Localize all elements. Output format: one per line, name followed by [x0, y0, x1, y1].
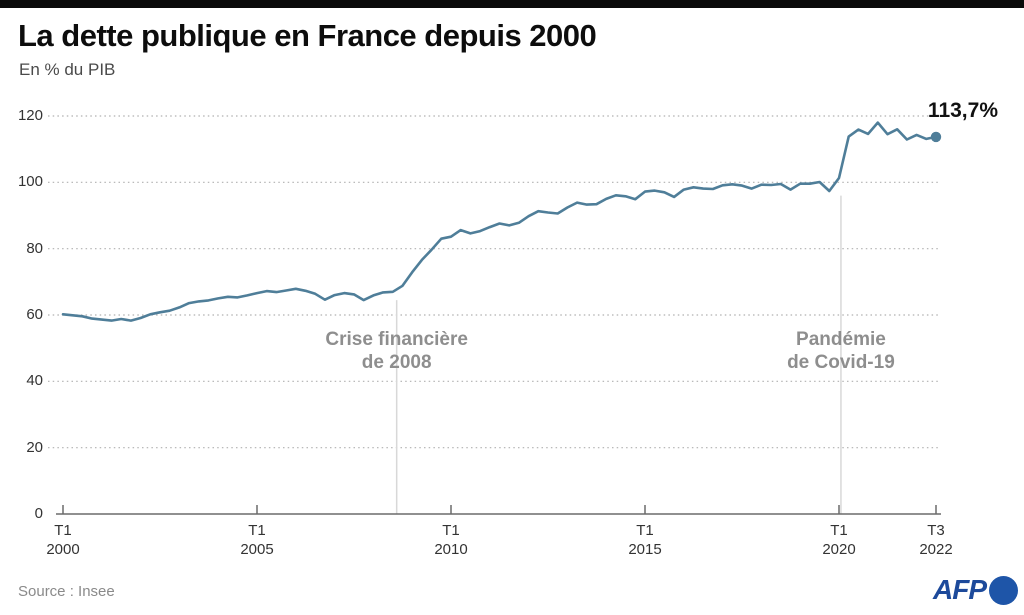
annotation-line1: Pandémie — [796, 329, 886, 350]
x-tick-label: T1 2005 — [240, 522, 274, 558]
end-point-dot — [930, 131, 942, 143]
annotation-financial-crisis: Crise financière de 2008 — [287, 328, 507, 374]
afp-logo-text: AFP — [933, 574, 987, 605]
annotation-line2: de Covid-19 — [787, 352, 895, 373]
y-tick-label: 0 — [34, 505, 43, 522]
y-tick-label: 60 — [26, 305, 43, 323]
annotation-line2: de 2008 — [361, 352, 432, 373]
afp-logo: AFP — [933, 574, 1018, 606]
chart-subtitle: En % du PIB — [19, 60, 116, 79]
x-tick-label: T3 2022 — [919, 522, 953, 558]
x-tick-label: T1 2010 — [434, 522, 468, 558]
y-tick-label: 20 — [26, 438, 43, 456]
x-tick-label: T1 2020 — [822, 522, 856, 558]
last-value-label: 113,7% — [927, 99, 998, 122]
annotation-covid-pandemic: Pandémie de Covid-19 — [731, 328, 951, 374]
y-tick-label: 40 — [26, 372, 43, 390]
x-tick-label: T1 2015 — [628, 522, 662, 558]
chart-title: La dette publique en France depuis 2000 — [18, 18, 597, 53]
y-tick-label: 120 — [17, 106, 43, 124]
y-tick-label: 80 — [26, 239, 43, 257]
y-tick-label: 100 — [17, 173, 43, 191]
afp-logo-circle-icon — [989, 575, 1018, 605]
annotation-line1: Crise financière — [325, 329, 468, 350]
top-border-bar — [0, 0, 1024, 8]
source-credit: Source : Insee — [18, 583, 115, 600]
debt-line-series — [61, 121, 938, 322]
x-tick-label: T1 2000 — [46, 522, 80, 558]
